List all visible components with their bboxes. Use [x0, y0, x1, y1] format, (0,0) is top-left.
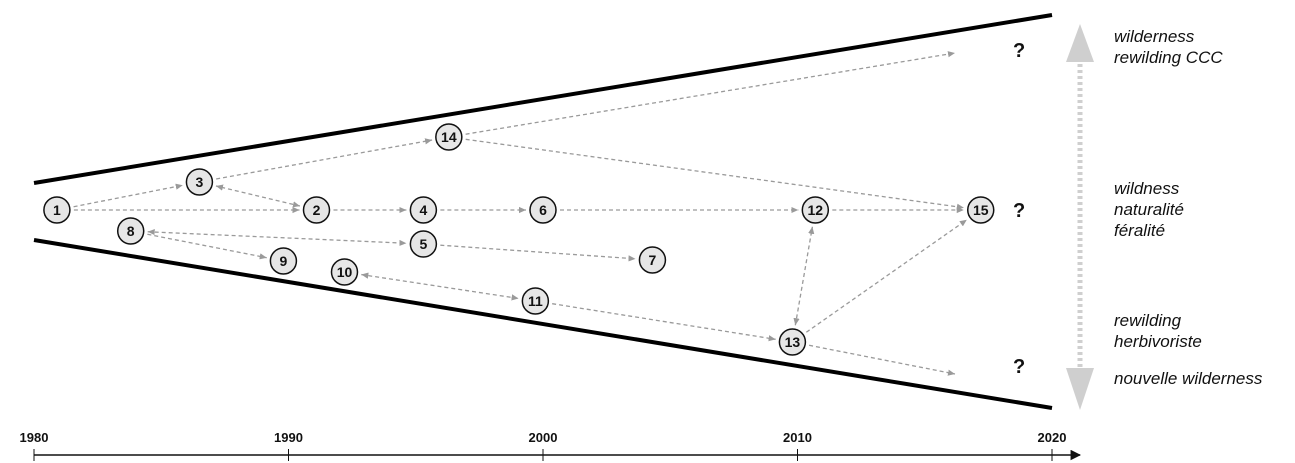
node-label: 8: [127, 223, 135, 239]
node-label: 3: [196, 174, 204, 190]
node-label: 7: [649, 252, 657, 268]
node-11: 11: [521, 287, 550, 315]
scale-arrow: [1066, 24, 1094, 410]
node-5: 5: [409, 230, 438, 258]
question-mark-top: ?: [1013, 40, 1026, 62]
node-label: 1: [53, 202, 61, 218]
label-lower: rewilding herbivoriste: [1114, 310, 1202, 352]
link-13-15: [805, 219, 968, 333]
funnel-lower-line: [33, 238, 1053, 410]
node-label: 9: [280, 253, 288, 269]
node-circle: [43, 196, 71, 224]
node-circle: [638, 246, 667, 274]
link-13-qbottom: [808, 344, 956, 376]
node-circle: [409, 196, 438, 224]
funnel-upper-line: [33, 13, 1053, 185]
tick-label-1980: 1980: [20, 430, 49, 445]
link-14-qtop: [465, 51, 956, 135]
node-circle: [269, 247, 298, 275]
tick-label-2010: 2010: [783, 430, 812, 445]
link-8-5: [147, 228, 407, 247]
node-4: 4: [409, 196, 438, 224]
link-13-12: [793, 226, 815, 326]
node-6: 6: [529, 196, 557, 224]
node-15: 15: [966, 196, 995, 224]
label-wildness: wildness: [1114, 179, 1180, 198]
node-circle: [409, 230, 438, 258]
node-13: 13: [778, 328, 807, 356]
label-wilderness: wilderness: [1114, 27, 1195, 46]
link-8-9: [147, 233, 267, 260]
node-8: 8: [116, 217, 145, 245]
node-label: 12: [808, 202, 824, 218]
link-11-13: [552, 303, 776, 342]
node-label: 2: [313, 202, 321, 218]
link-3-14: [216, 138, 433, 180]
label-middle: wildness naturalité féralité: [1114, 178, 1184, 241]
label-herbivoriste: herbivoriste: [1114, 332, 1202, 351]
node-circle: [778, 328, 807, 356]
node-circle: [302, 196, 331, 224]
link-10-11: [361, 272, 519, 301]
scale-arrow-down-head: [1066, 368, 1094, 410]
links-layer: [73, 51, 968, 376]
node-label: 6: [539, 202, 547, 218]
node-label: 4: [419, 202, 427, 218]
node-label: 15: [973, 202, 989, 218]
node-circle: [116, 217, 145, 245]
node-label: 13: [785, 334, 801, 350]
node-circle: [801, 196, 830, 224]
node-9: 9: [269, 247, 298, 275]
label-bottom: nouvelle wilderness: [1114, 368, 1262, 389]
node-3: 3: [185, 168, 214, 196]
tick-label-2020: 2020: [1038, 430, 1067, 445]
label-top: wilderness rewilding CCC: [1114, 26, 1223, 68]
node-circle: [330, 258, 359, 286]
node-label: 10: [337, 264, 353, 280]
link-2-3: [215, 184, 301, 208]
tick-label-2000: 2000: [529, 430, 558, 445]
question-mark-bottom: ?: [1013, 356, 1026, 378]
node-circle: [435, 123, 463, 151]
label-rewilding: rewilding: [1114, 311, 1182, 330]
node-label: 14: [441, 129, 457, 145]
label-rewilding-ccc: rewilding CCC: [1114, 48, 1223, 67]
label-naturalite: naturalité: [1114, 200, 1184, 219]
tick-label-1990: 1990: [274, 430, 303, 445]
node-circle: [185, 168, 214, 196]
link-1-3: [73, 183, 183, 208]
node-label: 11: [528, 293, 543, 309]
node-circle: [521, 287, 550, 315]
label-nouvelle-wilderness: nouvelle wilderness: [1114, 369, 1263, 388]
node-2: 2: [302, 196, 331, 224]
node-14: 14: [435, 123, 463, 151]
node-12: 12: [801, 196, 830, 224]
scale-arrow-up-head: [1066, 24, 1094, 62]
node-1: 1: [43, 196, 71, 224]
question-mark-middle: ?: [1013, 200, 1026, 222]
time-axis: 1980 1990 2000 2010 2020: [20, 430, 1082, 461]
label-feralite: féralité: [1114, 221, 1166, 240]
node-circle: [529, 196, 557, 224]
link-5-7: [440, 244, 636, 262]
node-10: 10: [330, 258, 359, 286]
node-label: 5: [419, 236, 427, 252]
node-7: 7: [638, 246, 667, 274]
node-circle: [966, 196, 995, 224]
